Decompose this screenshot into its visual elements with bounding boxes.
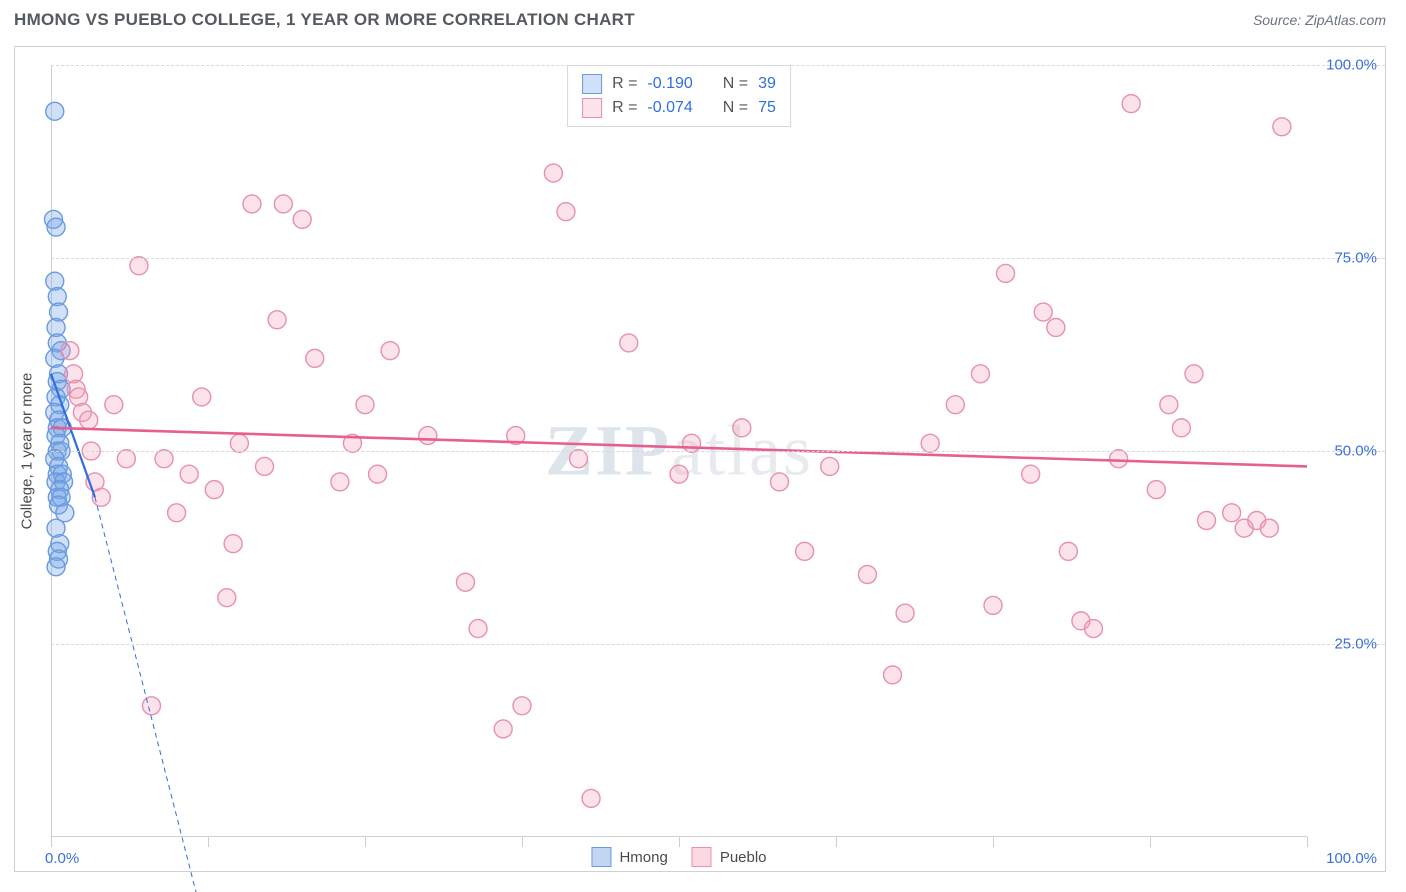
grid-line [51, 65, 1385, 66]
n-value: 39 [758, 72, 776, 96]
legend-item-hmong: Hmong [591, 847, 667, 867]
r-label: R = [612, 96, 637, 120]
chart-title: HMONG VS PUEBLO COLLEGE, 1 YEAR OR MORE … [14, 10, 635, 30]
x-tick [522, 837, 523, 847]
y-tick-label: 25.0% [1334, 636, 1377, 653]
bottom-legend: Hmong Pueblo [591, 847, 766, 867]
stats-row-hmong: R = -0.190 N = 39 [582, 72, 776, 96]
x-min-label: 0.0% [45, 850, 79, 867]
stats-legend: R = -0.190 N = 39 R = -0.074 N = 75 [567, 65, 791, 127]
n-value: 75 [758, 96, 776, 120]
stats-row-pueblo: R = -0.074 N = 75 [582, 96, 776, 120]
grid-line [51, 451, 1385, 452]
legend-label: Pueblo [720, 849, 767, 866]
grid-line [51, 644, 1385, 645]
x-tick [836, 837, 837, 847]
x-tick [208, 837, 209, 847]
n-label: N = [723, 72, 748, 96]
plot-area: College, 1 year or more ZIPatlas R = -0.… [51, 65, 1307, 837]
x-tick [365, 837, 366, 847]
swatch-pueblo [692, 847, 712, 867]
x-tick [1150, 837, 1151, 847]
n-label: N = [723, 96, 748, 120]
r-label: R = [612, 72, 637, 96]
source-credit: Source: ZipAtlas.com [1253, 12, 1386, 28]
r-value: -0.074 [647, 96, 692, 120]
swatch-pueblo [582, 98, 602, 118]
swatch-hmong [582, 74, 602, 94]
x-tick [679, 837, 680, 847]
r-value: -0.190 [647, 72, 692, 96]
legend-label: Hmong [619, 849, 667, 866]
x-tick [51, 837, 52, 847]
chart-container: College, 1 year or more ZIPatlas R = -0.… [14, 46, 1386, 872]
x-max-label: 100.0% [1326, 850, 1377, 867]
y-axis-label: College, 1 year or more [19, 373, 36, 530]
grid-line [51, 258, 1385, 259]
y-tick-label: 75.0% [1334, 250, 1377, 267]
y-tick-label: 100.0% [1326, 57, 1377, 74]
swatch-hmong [591, 847, 611, 867]
legend-item-pueblo: Pueblo [692, 847, 767, 867]
x-tick [1307, 837, 1308, 847]
x-tick [993, 837, 994, 847]
y-tick-label: 50.0% [1334, 443, 1377, 460]
